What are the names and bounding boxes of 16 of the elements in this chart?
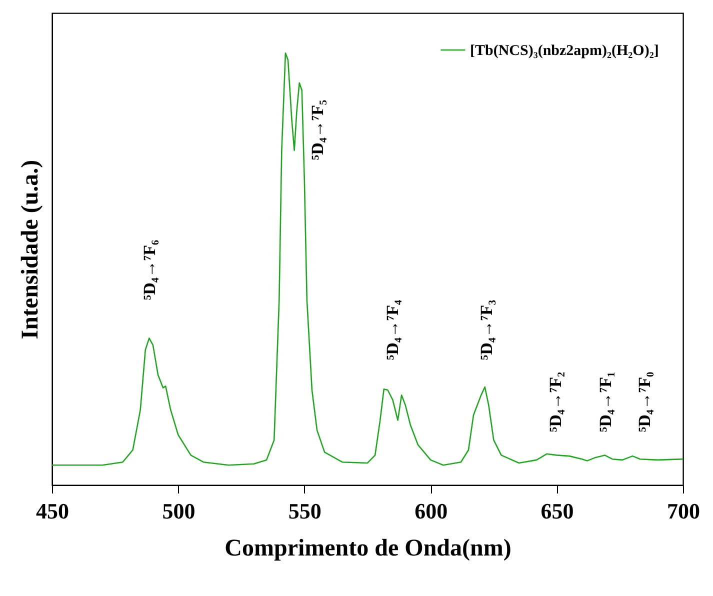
legend-label: [Tb(NCS)₃(nbz2apm)₂(H₂O)₂] [470, 43, 659, 59]
annotation: ⁵D₄→⁷F₄ [383, 300, 402, 360]
x-tick-label: 700 [667, 498, 700, 524]
x-tick-label: 550 [288, 498, 322, 524]
annotation: ⁵D₄→⁷F₁ [596, 372, 615, 432]
annotation: ⁵D₄→⁷F₀ [635, 372, 654, 432]
x-tick-label: 500 [162, 498, 196, 524]
y-axis-title: Intensidade (u.a.) [18, 160, 44, 340]
annotation: ⁵D₄→⁷F₆ [140, 240, 159, 300]
x-tick-label: 450 [36, 498, 69, 524]
x-tick-label: 650 [540, 498, 574, 524]
x-tick-label: 600 [414, 498, 448, 524]
annotation: ⁵D₄→⁷F₅ [308, 100, 327, 160]
annotation: ⁵D₄→⁷F₂ [546, 372, 565, 432]
x-axis-title: Comprimento de Onda(nm) [224, 536, 512, 562]
annotation: ⁵D₄→⁷F₃ [477, 300, 496, 360]
